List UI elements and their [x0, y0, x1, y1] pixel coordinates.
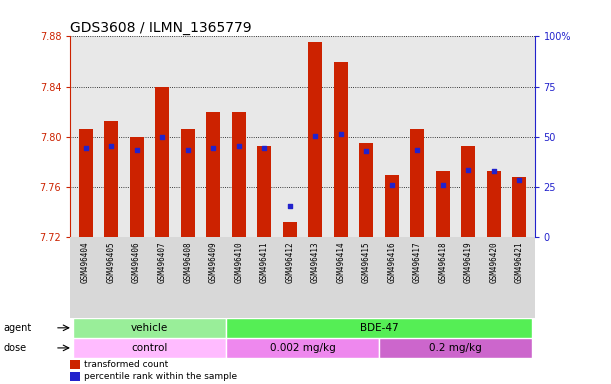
- Text: GSM496411: GSM496411: [260, 242, 269, 283]
- Bar: [155, 87, 169, 237]
- Text: GSM496404: GSM496404: [81, 242, 90, 283]
- Bar: [379, 338, 532, 358]
- Bar: [104, 121, 118, 237]
- Text: percentile rank within the sample: percentile rank within the sample: [84, 372, 237, 381]
- Text: GSM496408: GSM496408: [183, 242, 192, 283]
- Text: GSM496414: GSM496414: [336, 242, 345, 283]
- Point: [285, 203, 295, 209]
- Bar: [436, 171, 450, 237]
- Bar: [410, 129, 424, 237]
- Bar: [512, 177, 526, 237]
- Bar: [79, 129, 93, 237]
- Bar: [130, 137, 144, 237]
- Text: BDE-47: BDE-47: [360, 323, 398, 333]
- Bar: [226, 318, 532, 338]
- Point: [106, 143, 116, 149]
- Text: GDS3608 / ILMN_1365779: GDS3608 / ILMN_1365779: [70, 22, 252, 35]
- Bar: [461, 146, 475, 237]
- Point: [157, 134, 167, 140]
- Text: GSM496406: GSM496406: [132, 242, 141, 283]
- Bar: [226, 338, 379, 358]
- Bar: [70, 360, 79, 369]
- Text: dose: dose: [3, 343, 26, 353]
- Text: transformed count: transformed count: [84, 360, 169, 369]
- Text: control: control: [131, 343, 167, 353]
- Point: [81, 145, 90, 151]
- Bar: [257, 146, 271, 237]
- Text: agent: agent: [3, 323, 31, 333]
- Point: [438, 182, 448, 188]
- Point: [463, 167, 473, 173]
- Text: GSM496416: GSM496416: [387, 242, 397, 283]
- Text: GSM496412: GSM496412: [285, 242, 294, 283]
- Text: GSM496415: GSM496415: [362, 242, 371, 283]
- Bar: [308, 41, 322, 237]
- Text: 0.002 mg/kg: 0.002 mg/kg: [269, 343, 335, 353]
- Text: GSM496419: GSM496419: [464, 242, 473, 283]
- Bar: [73, 338, 226, 358]
- Bar: [359, 143, 373, 237]
- Bar: [487, 171, 501, 237]
- Point: [234, 143, 244, 149]
- Point: [208, 145, 218, 151]
- Text: GSM496418: GSM496418: [438, 242, 447, 283]
- Point: [183, 146, 192, 152]
- Text: GSM496417: GSM496417: [413, 242, 422, 283]
- Point: [132, 146, 142, 152]
- Text: vehicle: vehicle: [131, 323, 168, 333]
- Point: [361, 148, 371, 154]
- Text: GSM496407: GSM496407: [158, 242, 167, 283]
- Bar: [73, 318, 226, 338]
- Point: [387, 182, 397, 188]
- Text: GSM496409: GSM496409: [208, 242, 218, 283]
- Bar: [385, 175, 399, 237]
- Point: [336, 131, 346, 137]
- Text: GSM496405: GSM496405: [106, 242, 115, 283]
- Bar: [181, 129, 195, 237]
- Point: [259, 145, 269, 151]
- Text: GSM496420: GSM496420: [489, 242, 499, 283]
- Bar: [206, 112, 220, 237]
- Text: 0.2 mg/kg: 0.2 mg/kg: [429, 343, 482, 353]
- Point: [489, 168, 499, 174]
- Point: [514, 177, 524, 183]
- Text: GSM496421: GSM496421: [515, 242, 524, 283]
- Bar: [334, 61, 348, 237]
- Text: GSM496413: GSM496413: [311, 242, 320, 283]
- Bar: [283, 222, 297, 237]
- Bar: [70, 372, 79, 381]
- Bar: [232, 112, 246, 237]
- Point: [412, 146, 422, 152]
- Text: GSM496410: GSM496410: [234, 242, 243, 283]
- Point: [310, 132, 320, 139]
